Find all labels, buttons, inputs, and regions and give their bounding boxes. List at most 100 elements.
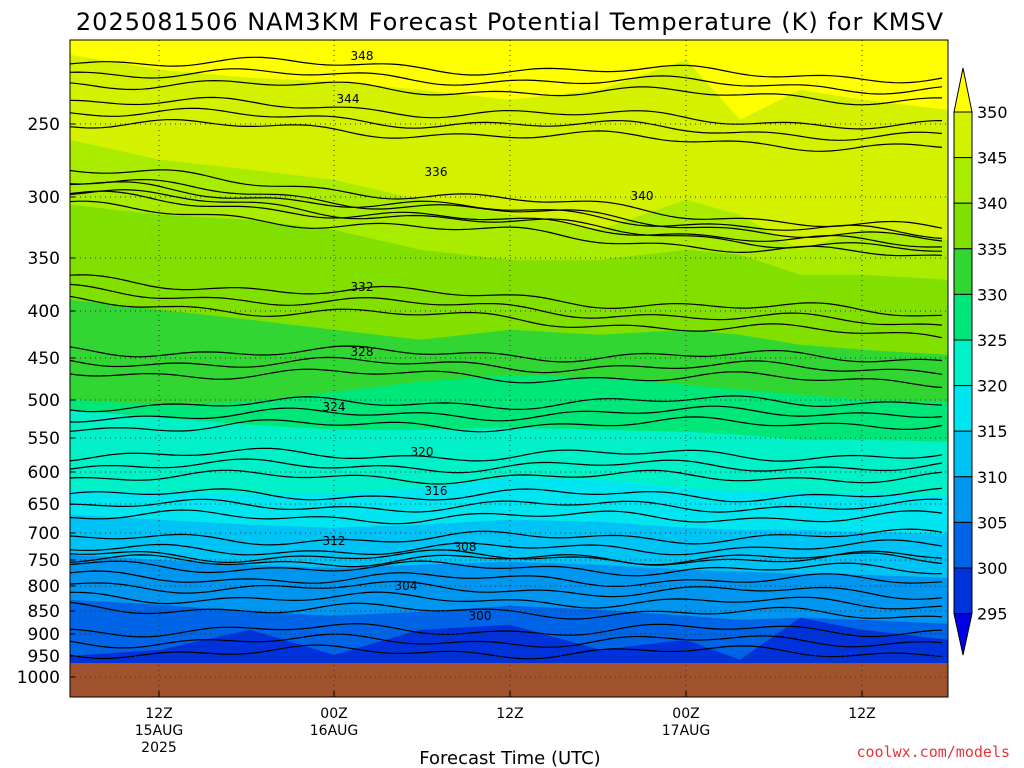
colorbar: 350 345 340 335 330 325 320 315 310 305 300 295: [953, 67, 1008, 656]
contour-line: [70, 295, 943, 339]
contour-line: [70, 458, 943, 474]
colorbar-label: 330: [977, 285, 1008, 304]
colorbar-label: 300: [977, 559, 1008, 578]
colorbar-label: 345: [977, 149, 1008, 168]
colorbar-swatch: [953, 248, 973, 295]
colorbar-label: 295: [977, 605, 1008, 624]
colorbar-label: 315: [977, 422, 1008, 441]
colorbar-swatch: [953, 521, 973, 569]
contour-line: [70, 283, 943, 326]
contour-line: [70, 633, 943, 649]
y-tick-label: 750: [28, 551, 60, 571]
contour-line: [70, 560, 943, 577]
x-tick-label: 12Z: [496, 706, 523, 722]
colorbar-swatch: [953, 567, 973, 615]
plot-area: [70, 40, 948, 697]
ground-below-surface: [70, 663, 948, 697]
colorbar-label: 305: [977, 513, 1008, 532]
contour-label: 304: [395, 579, 418, 593]
colorbar-swatch: [953, 111, 973, 159]
contour-line: [70, 509, 943, 525]
colorbar-swatch: [953, 476, 973, 523]
credit-text[interactable]: coolwx.com/models: [856, 743, 1010, 761]
x-tick-label: 15AUG: [135, 723, 184, 739]
y-tick-label: 850: [28, 602, 60, 622]
y-axis: 250 300 350 400 450 500 550 600 650 700 750 800 850 9…: [17, 115, 75, 688]
y-tick-label: 600: [28, 463, 60, 483]
contour-line: [70, 68, 943, 95]
contour-line: [70, 487, 943, 503]
contour-line: [70, 178, 943, 242]
x-tick-label: 00Z: [672, 706, 699, 722]
contour-line: [70, 274, 943, 317]
contour-line: [70, 368, 943, 389]
contour-label: 332: [351, 280, 374, 294]
colorbar-swatch: [953, 430, 973, 478]
contour-label: 348: [351, 49, 374, 63]
contour-line: [70, 580, 943, 600]
contour-line: [70, 356, 943, 375]
colorbar-swatch: [953, 293, 973, 341]
colorbar-label: 325: [977, 331, 1008, 350]
contour-line: [70, 644, 943, 660]
contour-line: [70, 107, 943, 141]
contour-label: 340: [631, 189, 654, 203]
x-tick-label: 12Z: [848, 706, 875, 722]
contour-line: [70, 549, 943, 566]
contour-line: [70, 570, 943, 588]
chart-title: 2025081506 NAM3KM Forecast Potential Tem…: [76, 8, 944, 36]
y-tick-label: 950: [28, 647, 60, 667]
contour-line: [70, 345, 943, 363]
contour-label: 316: [425, 484, 448, 498]
y-tick-label: 900: [28, 625, 60, 645]
contour-line: [70, 405, 943, 423]
contour-line: [70, 96, 943, 130]
plot-frame: [69, 39, 949, 698]
contour-line: [70, 601, 943, 620]
colorbar-swatch: [953, 202, 973, 250]
contour-line: [70, 416, 943, 433]
x-axis-label: Forecast Time (UTC): [419, 748, 600, 768]
x-tick-label: 12Z: [145, 706, 172, 722]
contour-line: [70, 190, 943, 248]
y-tick-label: 450: [28, 349, 60, 369]
x-tick-label: 2025: [141, 740, 177, 756]
y-tick-label: 300: [28, 188, 60, 208]
x-tick-label: 16AUG: [310, 723, 359, 739]
contour-line: [70, 200, 943, 257]
contour-line: [70, 550, 943, 568]
y-tick-label: 350: [28, 249, 60, 269]
y-tick-label: 800: [28, 577, 60, 597]
x-tick-label: 00Z: [320, 706, 347, 722]
colorbar-bottom-arrow: [953, 613, 973, 656]
contour-line: [70, 395, 943, 413]
contour-label: 320: [411, 445, 434, 459]
contour-label: 308: [454, 540, 477, 554]
y-tick-label: 700: [28, 524, 60, 544]
contour-line: [70, 56, 943, 84]
colorbar-label: 340: [977, 194, 1008, 213]
y-tick-label: 550: [28, 429, 60, 449]
colorbar-label: 350: [977, 103, 1008, 122]
y-tick-label: 650: [28, 495, 60, 515]
contour-line: [70, 591, 943, 610]
y-tick-label: 400: [28, 302, 60, 322]
contour-label: 336: [425, 165, 448, 179]
y-tick-label: 500: [28, 391, 60, 411]
contour-line: [70, 498, 943, 513]
contour-label: 324: [323, 400, 346, 414]
colorbar-swatch: [953, 339, 973, 387]
contour-line: [70, 79, 942, 106]
y-tick-label: 250: [28, 115, 60, 135]
contour-label: 344: [337, 92, 360, 106]
contour-line: [70, 539, 943, 556]
colorbar-label: 310: [977, 468, 1008, 487]
contour-label: 328: [351, 345, 374, 359]
contour-label: 300: [469, 609, 492, 623]
x-tick-label: 17AUG: [662, 723, 711, 739]
colorbar-top-arrow: [953, 67, 973, 113]
contour-line: [70, 469, 943, 485]
colorbar-swatch: [953, 385, 973, 432]
